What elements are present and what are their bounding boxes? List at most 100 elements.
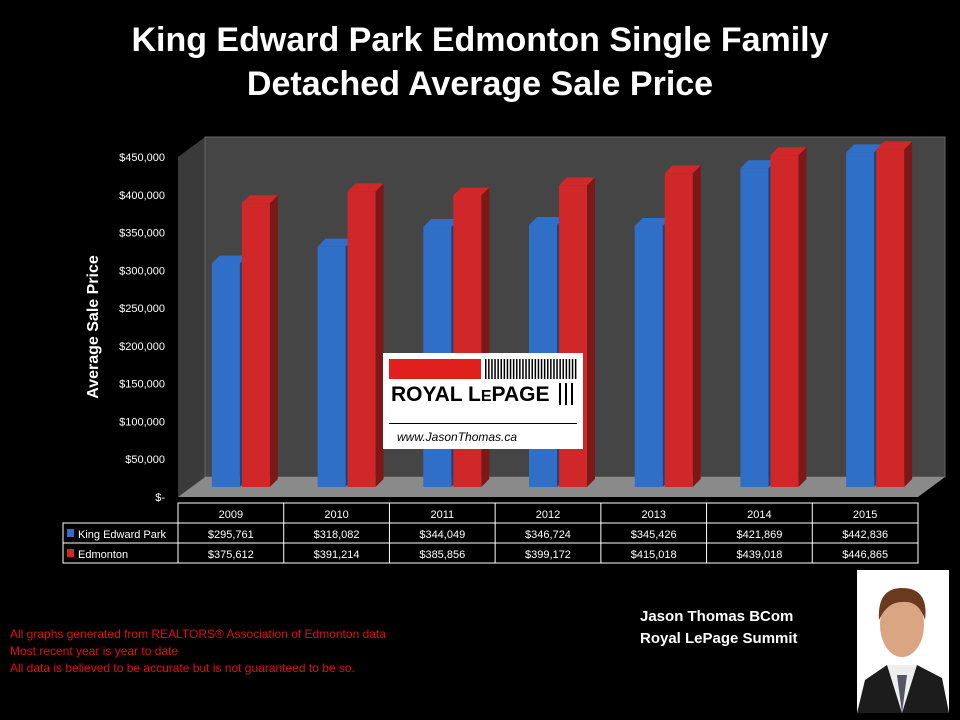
bar-side [375,183,384,488]
bar-top [740,160,777,169]
bar-top [347,183,384,192]
bar-front [241,203,270,487]
barcode-line [537,359,540,379]
barcode-line [512,359,515,379]
barcode-line [494,359,496,379]
barcode-line [503,359,506,379]
bar-top [664,165,701,174]
y-tick-label: $300,000 [119,265,165,277]
barcode-line [491,359,493,379]
barcode-line [571,359,574,379]
bar-side [692,165,701,487]
side-wall [178,137,205,497]
y-tick-label: $350,000 [119,228,165,240]
legend-label: Edmonton [78,549,128,561]
note-disclaimer: All data is believed to be accurate but … [10,661,355,675]
barcode-line [488,359,490,379]
barcode-line [528,359,530,379]
barcode-line [553,359,555,379]
agent-company: Royal LePage Summit [640,630,798,647]
note-ytd: Most recent year is year to date [10,644,179,658]
table-cell: $385,856 [419,549,465,561]
bar-front [634,226,663,487]
barcode-line [556,359,558,379]
bar-top [634,218,671,227]
y-tick-label: $100,000 [119,416,165,428]
x-tick-label: 2015 [853,509,877,521]
barcode-line [550,359,552,379]
barcode-line [506,359,509,379]
x-tick-label: 2010 [324,509,348,521]
bar-edmonton-2013 [664,165,701,487]
y-tick-label: $50,000 [125,454,165,466]
barcode-line [571,383,573,405]
barcode-line [559,359,561,379]
table-cell: $442,836 [842,529,888,541]
barcode-line [534,359,537,379]
bar-top [529,217,565,226]
table-cell: $415,018 [631,549,677,561]
table-cell: $421,869 [736,529,782,541]
barcode-line [519,359,521,379]
bar-edmonton-2010 [347,183,384,488]
barcode-line [565,383,567,405]
y-tick-label: $250,000 [119,303,165,315]
barcode-line [485,359,487,379]
royal-lepage-logo: ROYAL LEPAGE www.JasonThomas.ca [383,353,583,449]
bar-top [317,238,354,247]
bar-top [211,255,248,264]
barcode-line [543,359,546,379]
barcode-line [547,359,549,379]
bar-edmonton-2009 [241,195,278,487]
x-tick-label: 2012 [536,509,560,521]
bar-front [740,168,769,488]
bar-top [423,219,460,228]
barcode-line [522,359,524,379]
agent-info: Jason Thomas BCom Royal LePage Summit [640,606,798,650]
chart-title: King Edward Park Edmonton Single Family … [131,21,829,103]
table-cell: $344,049 [419,529,465,541]
x-tick-label: 2011 [430,509,454,521]
table-cell: $295,761 [208,529,254,541]
bar-front [211,263,240,487]
bar-front [876,149,905,488]
barcode-line [509,359,512,379]
legend-label: King Edward Park [78,529,167,541]
bar-top [241,195,278,204]
bar-top [770,147,807,156]
table-cell: $318,082 [314,529,360,541]
y-tick-label: $200,000 [119,341,165,353]
barcode-line [574,359,577,379]
barcode-line [497,359,499,379]
bar-top [846,144,883,153]
bar-front [664,173,693,487]
barcode-line [562,359,564,379]
barcode-line [525,359,527,379]
bar-side [798,147,807,487]
bar-front [770,155,799,487]
table-cell: $439,018 [736,549,782,561]
agent-photo [857,570,949,713]
svg-text:www.JasonThomas.ca: www.JasonThomas.ca [397,430,517,444]
barcode-line [565,359,568,379]
table-cell: $345,426 [631,529,677,541]
table-cell: $391,214 [314,549,360,561]
y-tick-label: $400,000 [119,190,165,202]
svg-text:ROYAL LEPAGE: ROYAL LEPAGE [391,383,550,406]
barcode-line [516,359,518,379]
barcode-line [559,383,561,405]
table-cell: $399,172 [525,549,571,561]
table-cell: $375,612 [208,549,254,561]
bar-top [876,141,913,150]
table-cell: $346,724 [525,529,571,541]
bar-side [587,177,595,487]
barcode-line [500,359,502,379]
bar-chart: $- $50,000 $100,000 $150,000 $200,000 $250,00… [62,136,946,564]
bar-edmonton-2014 [770,147,807,487]
bar-front [846,152,875,488]
x-tick-label: 2014 [747,509,771,521]
agent-name: Jason Thomas BCom [640,608,794,625]
bar-side [269,195,278,487]
bar-top [453,187,490,196]
note-source: All graphs generated from REALTORS® Asso… [10,627,386,641]
